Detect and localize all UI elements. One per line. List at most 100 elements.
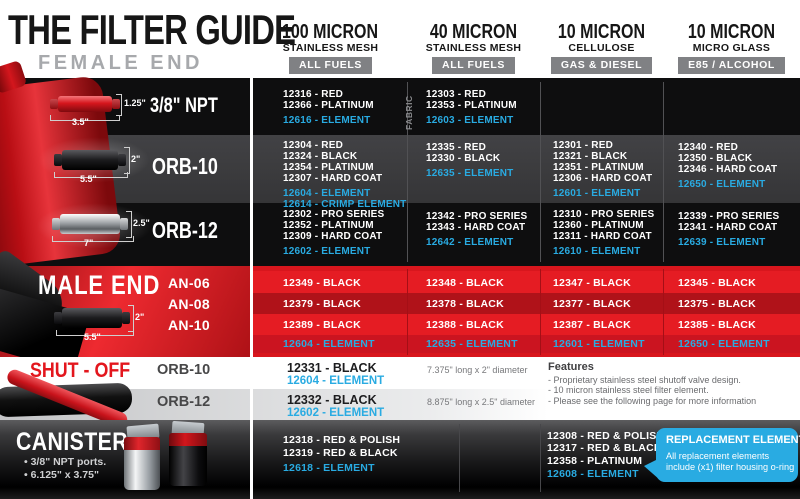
part-numbers: 12304 - RED 12324 - BLACK 12354 - PLATIN… [283,140,383,184]
row-label-npt: 3/8" NPT [150,94,218,117]
element-numbers: 12650 - ELEMENT [678,179,766,190]
cell-canister-100micron: 12318 - RED & POLISH 12319 - RED & BLACK… [283,434,400,474]
element-numbers: 12602 - ELEMENT [283,246,371,257]
micron-label: 10 MICRON [687,21,776,43]
features-list: - Proprietary stainless steel shutoff va… [548,375,757,406]
canister-chrome-photo [124,450,160,490]
replacement-elements-callout: REPLACEMENT ELEMENTS All replacement ele… [656,428,800,482]
callout-body: All replacement elements include (x1) fi… [666,451,795,472]
male-end-heading: MALE END [38,270,161,300]
part-numbers: 12302 - PRO SERIES 12352 - PLATINUM 1230… [283,209,385,242]
cell-npt-100micron: 12316 - RED 12366 - PLATINUM 12616 - ELE… [283,89,374,126]
element-cell-glass: 12650 - ELEMENT [678,338,770,350]
orb12-height-dimension: 2.5" [133,218,150,228]
row-label-an10: AN-10 [168,317,210,333]
shutoff-orb10-size: 7.375" long x 2" diameter [427,365,528,375]
label-column-divider [250,78,253,499]
element-numbers: 12616 - ELEMENT [283,115,371,126]
shutoff-orb12-element: 12602 - ELEMENT [287,407,385,419]
dimension-bracket [52,236,134,242]
orb10-width-dimension: 5.5" [80,174,97,184]
row-label-shutoff-orb10: ORB-10 [157,362,211,378]
features-heading: Features [548,361,594,373]
element-numbers: 12603 - ELEMENT [426,115,514,126]
callout-title: REPLACEMENT ELEMENTS [666,434,800,446]
element-cell-cellulose: 12601 - ELEMENT [553,338,645,350]
part-numbers: 12339 - PRO SERIES 12341 - HARD COAT [678,211,780,233]
fuel-badge: ALL FUELS [289,57,372,74]
element-cell-40micron: 12635 - ELEMENT [426,338,518,350]
row-label-orb10: ORB-10 [152,153,218,179]
cell-orb12-40micron: 12342 - PRO SERIES 12343 - HARD COAT 126… [426,211,527,248]
cell-npt-40micron: 12303 - RED 12353 - PLATINUM 12603 - ELE… [426,89,517,126]
fuel-badge: GAS & DIESEL [550,57,653,74]
cell-orb10-40micron: 12335 - RED 12330 - BLACK 12635 - ELEMEN… [426,142,513,179]
media-label: STAINLESS MESH [282,42,379,54]
cell-an08-100micron: 12379 - BLACK [283,298,361,310]
column-header-10-micron-cellulose: 10 MICRON CELLULOSE GAS & DIESEL [540,22,663,74]
column-divider [663,269,664,355]
element-numbers: 12601 - ELEMENT [553,188,641,199]
column-header-40-micron: 40 MICRON STAINLESS MESH ALL FUELS [407,21,540,74]
part-numbers: 12308 - RED & POLISH 12317 - RED & BLACK… [547,430,665,467]
shutoff-orb12-part: 12332 - BLACK [287,393,377,407]
element-cell-100micron: 12604 - ELEMENT [283,338,375,350]
media-label: CELLULOSE [568,42,635,54]
fuel-badge: ALL FUELS [432,57,515,74]
column-header-10-micron-glass: 10 MICRON MICRO GLASS E85 / ALCOHOL [663,21,800,74]
column-header-100-micron: 100 MICRON STAINLESS MESH ALL FUELS [254,21,407,74]
cell-an06-glass: 12345 - BLACK [678,277,756,289]
npt-height-dimension: 1.25" [124,98,146,108]
element-numbers: 12604 - ELEMENT 12614 - CRIMP ELEMENT [283,188,407,210]
canister-black-photo [169,446,207,486]
cell-orb10-glass: 12340 - RED 12350 - BLACK 12346 - HARD C… [678,142,777,190]
dimension-bracket [116,94,122,116]
orb12-width-dimension: 7" [84,238,94,248]
npt-width-dimension: 3.5" [72,117,89,127]
shutoff-orb10-element: 12604 - ELEMENT [287,375,385,387]
cell-an10-cellulose: 12387 - BLACK [553,319,631,331]
cell-an06-cellulose: 12347 - BLACK [553,277,631,289]
column-divider [663,82,664,262]
cell-orb12-glass: 12339 - PRO SERIES 12341 - HARD COAT 126… [678,211,779,248]
dimension-bracket [126,211,132,238]
cell-an06-40micron: 12348 - BLACK [426,277,504,289]
male-height-dimension: 2" [135,312,145,322]
canister-black-cap [169,433,207,446]
orb10-filter-graphic [54,150,126,170]
cell-an10-glass: 12385 - BLACK [678,319,756,331]
cell-an10-40micron: 12388 - BLACK [426,319,504,331]
canister-heading: CANISTER [16,428,129,456]
row-label-shutoff-orb12: ORB-12 [157,394,211,410]
micron-label: 100 MICRON [282,21,379,43]
cell-an10-100micron: 12389 - BLACK [283,319,361,331]
shutoff-orb10-part: 12331 - BLACK [287,361,377,375]
row-label-an08: AN-08 [168,296,210,312]
dimension-bracket [54,172,128,178]
element-numbers: 12618 - ELEMENT [283,462,375,474]
part-numbers: 12303 - RED 12353 - PLATINUM [426,89,517,111]
npt-filter-graphic [50,96,120,112]
cell-orb10-100micron: 12304 - RED 12324 - BLACK 12354 - PLATIN… [283,140,407,210]
cell-an06-100micron: 12349 - BLACK [283,277,361,289]
part-numbers: 12335 - RED 12330 - BLACK [426,142,501,164]
part-numbers: 12301 - RED 12321 - BLACK 12351 - PLATIN… [553,140,653,184]
male-filter-graphic [54,308,130,328]
cell-an08-cellulose: 12377 - BLACK [553,298,631,310]
cell-orb12-cellulose: 12310 - PRO SERIES 12360 - PLATINUM 1231… [553,209,654,257]
part-numbers: 12342 - PRO SERIES 12343 - HARD COAT [426,211,528,233]
column-divider [407,269,408,355]
cell-an08-40micron: 12378 - BLACK [426,298,504,310]
page-title: THE FILTER GUIDE [8,6,376,54]
part-numbers: 12316 - RED 12366 - PLATINUM [283,89,374,111]
row-label-an06: AN-06 [168,275,210,291]
fabric-tag: FABRIC [404,95,414,130]
shutoff-heading: SHUT - OFF [30,359,131,382]
part-numbers: 12318 - RED & POLISH 12319 - RED & BLACK [283,434,401,459]
part-numbers: 12340 - RED 12350 - BLACK 12346 - HARD C… [678,142,778,175]
female-end-heading: FEMALE END [38,52,203,74]
dimension-bracket [124,147,130,174]
micron-label: 40 MICRON [429,21,518,43]
dimension-bracket [50,115,120,121]
